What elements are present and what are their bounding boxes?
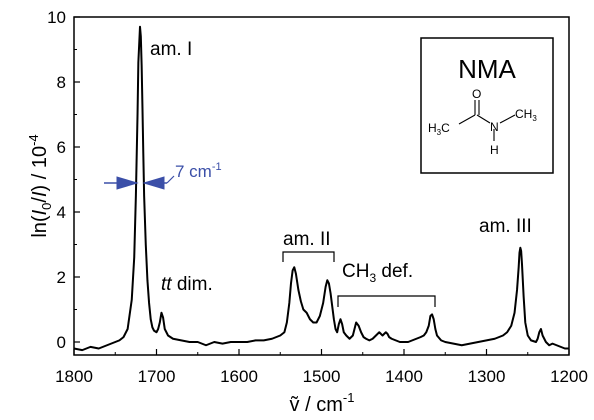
y-tick-label: 0 xyxy=(57,333,66,352)
ylabel-i0-sub: 0 xyxy=(39,203,54,210)
annotation-fwhm: 7 cm-1 xyxy=(175,161,222,181)
annotation-ch3-def: CH3 def. xyxy=(342,261,413,285)
spectrum-line xyxy=(73,25,569,352)
annotation-fwhm-sup: -1 xyxy=(212,161,222,173)
ylabel-suffix: ) / 10 xyxy=(29,146,51,192)
inset-ch3: CH3 xyxy=(515,107,537,123)
x-tick-label: 1400 xyxy=(385,367,423,386)
annotation-tt-dimer: tt dim. xyxy=(161,274,213,295)
inset-title: NMA xyxy=(458,54,516,84)
nma-structure xyxy=(458,100,516,141)
annotation-amide-2: am. II xyxy=(283,229,331,250)
annotation-amide-1: am. I xyxy=(150,39,192,60)
annotation-amide-3: am. III xyxy=(479,216,532,237)
annotation-ch3-sub: 3 xyxy=(369,271,376,285)
y-tick-label: 6 xyxy=(57,138,66,157)
y-tick-label: 4 xyxy=(57,203,66,222)
y-tick-label: 10 xyxy=(47,8,66,27)
xlabel-main: ṽ / cm xyxy=(290,394,343,416)
ylabel-mid: / xyxy=(29,197,51,203)
inset-h3c-c: C xyxy=(441,121,450,135)
ylabel-sup: -4 xyxy=(26,134,41,146)
inset-h3c: H3C xyxy=(428,121,450,137)
inset-h3c-sub: 3 xyxy=(437,128,442,137)
inset-h: H xyxy=(490,143,499,157)
inset-ch3-c: CH xyxy=(515,107,532,121)
annotation-ch3-a: CH xyxy=(342,261,369,282)
ylabel-prefix: ln( xyxy=(29,215,51,238)
annotation-tt-italic: tt xyxy=(161,274,172,295)
fwhm-marker xyxy=(104,175,175,190)
inset-ch3-sub: 3 xyxy=(532,114,537,123)
inset-o: O xyxy=(472,87,481,101)
bracket-ch3-def xyxy=(337,295,436,307)
annotation-tt-rest: dim. xyxy=(172,274,213,295)
x-tick-label: 1200 xyxy=(550,367,588,386)
inset-box xyxy=(420,37,554,174)
x-axis-label: ṽ / cm-1 xyxy=(290,390,355,416)
x-tick-label: 1600 xyxy=(220,367,258,386)
xlabel-sup: -1 xyxy=(343,390,355,405)
x-tick-label: 1800 xyxy=(55,367,93,386)
x-tick-label: 1700 xyxy=(138,367,176,386)
x-tick-label: 1300 xyxy=(468,367,506,386)
annotation-ch3-b: def. xyxy=(376,261,413,282)
ylabel-i0: I xyxy=(29,209,51,215)
inset-h3c-h: H xyxy=(428,121,437,135)
y-axis-label: ln(I0/I) / 10-4 xyxy=(26,134,54,237)
y-axis: 0 2 4 6 8 10 xyxy=(47,8,80,352)
x-axis: 1800 1700 1600 1500 1400 1300 1200 xyxy=(55,349,588,386)
x-tick-label: 1500 xyxy=(303,367,341,386)
annotation-fwhm-value: 7 cm xyxy=(175,162,212,181)
ylabel-i: I xyxy=(29,191,51,197)
bracket-amide-2 xyxy=(282,251,335,262)
y-tick-label: 8 xyxy=(57,73,66,92)
inset-n: N xyxy=(490,120,499,134)
y-tick-label: 2 xyxy=(57,268,66,287)
